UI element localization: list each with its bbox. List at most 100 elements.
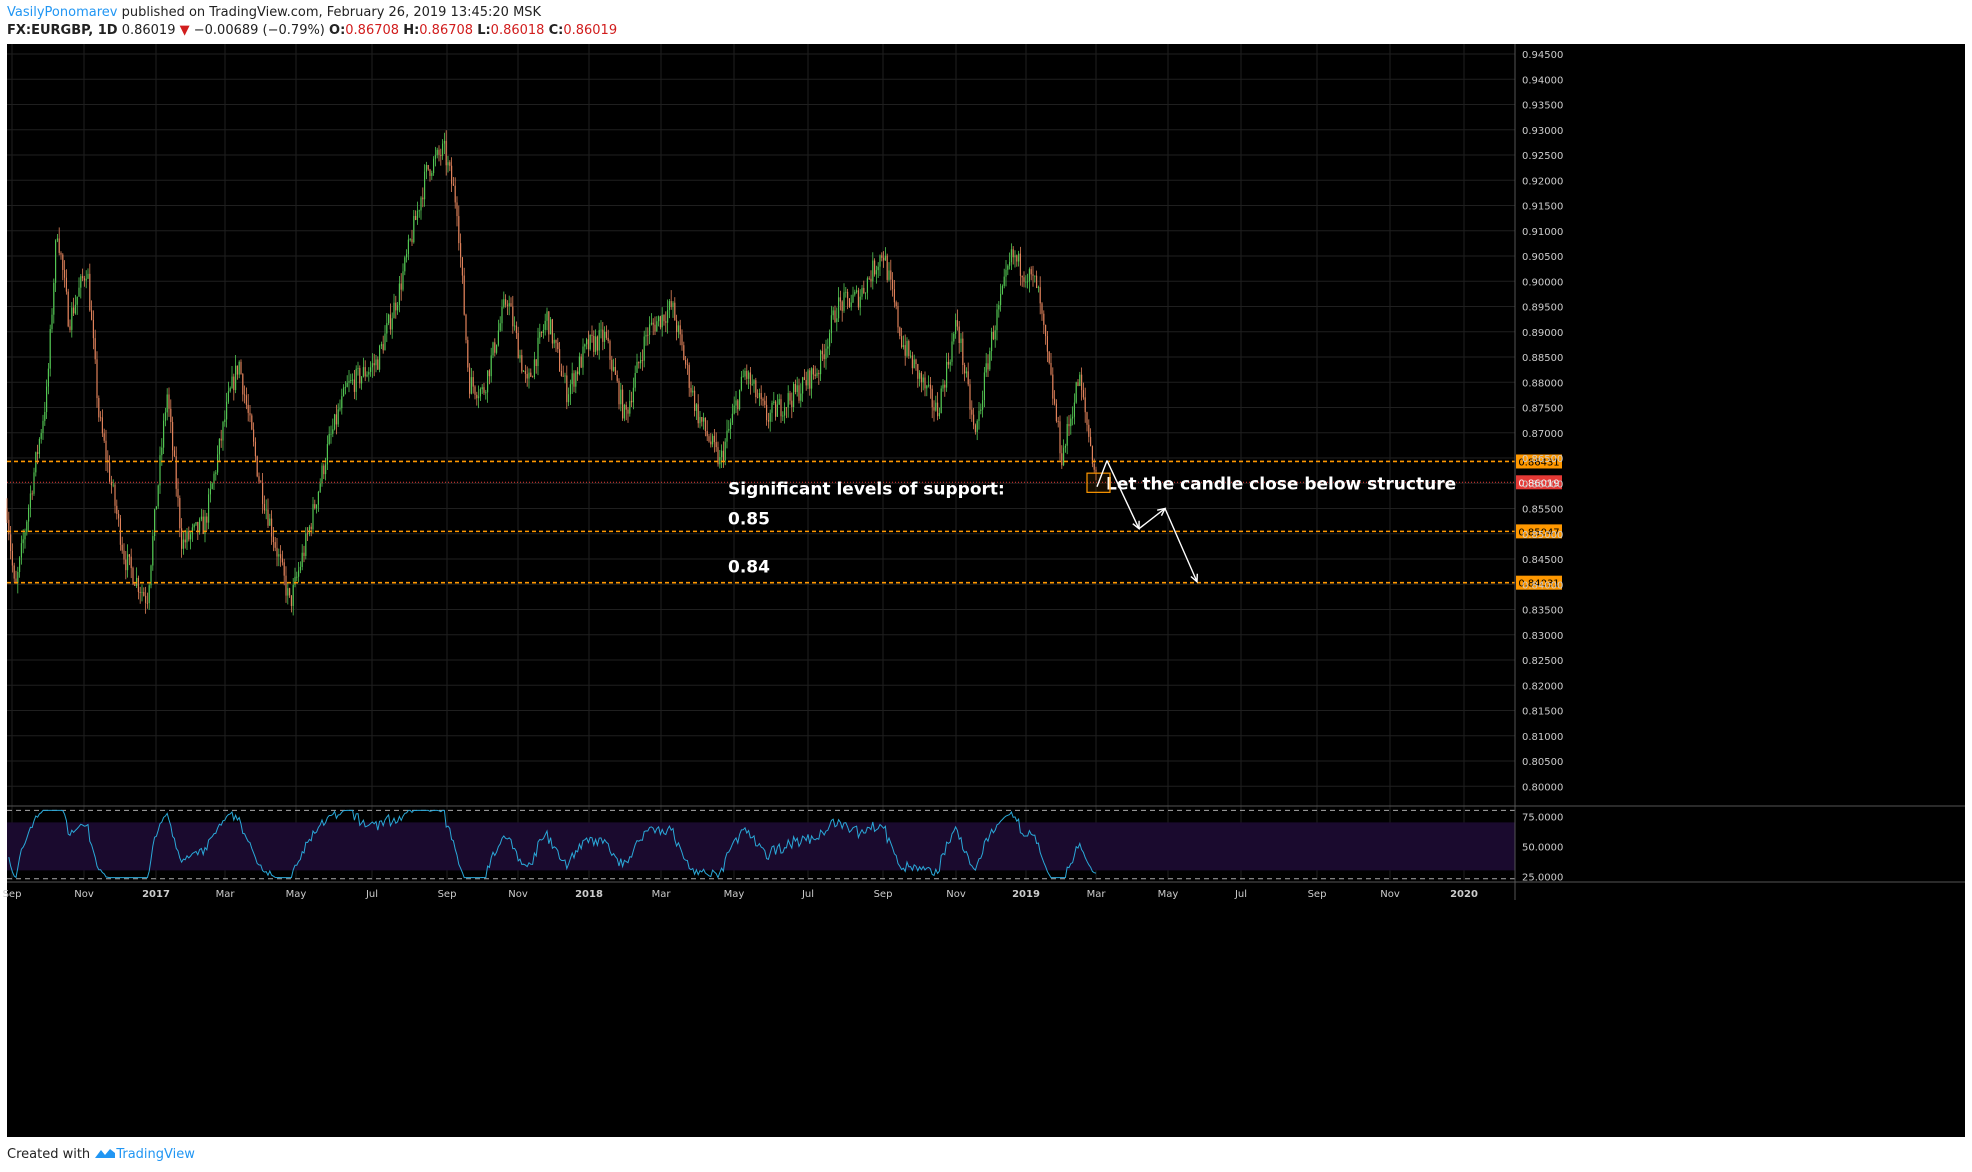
candle-body (299, 566, 301, 571)
candle-body (814, 374, 816, 377)
candle-body (733, 405, 735, 414)
candle-body (946, 361, 948, 388)
candle-body (982, 400, 984, 410)
candle-body (166, 394, 168, 413)
candle-body (445, 140, 447, 166)
close-label: C: (548, 23, 564, 38)
candle-body (584, 344, 586, 347)
candle-body (17, 571, 19, 584)
candle-body (226, 401, 228, 420)
candle-body (591, 334, 593, 336)
candle-body (35, 452, 37, 473)
candle-body (949, 361, 951, 365)
candle-body (938, 412, 940, 417)
candle-body (1082, 390, 1084, 398)
candle-body (667, 309, 669, 323)
candle-body (274, 542, 276, 548)
y-tick-label: 0.84500 (1522, 555, 1563, 566)
candle-body (557, 342, 559, 350)
candle-body (820, 350, 822, 375)
candle-body (940, 388, 942, 413)
candle-body (217, 454, 219, 473)
candle-body (674, 302, 676, 321)
y-tick-label: 0.88000 (1522, 378, 1563, 389)
candle-body (884, 255, 886, 261)
candle-body (1073, 402, 1075, 417)
candle-body (380, 344, 382, 346)
candle-body (1019, 253, 1021, 276)
candle-body (492, 342, 494, 356)
candle-body (319, 483, 321, 492)
candle-body (548, 311, 550, 335)
candle-body (523, 371, 525, 372)
candle-body (312, 504, 314, 530)
candle-body (980, 409, 982, 411)
candle-body (429, 169, 431, 176)
candle-body (1030, 269, 1032, 275)
candle-body (881, 255, 883, 258)
candle-body (672, 302, 674, 308)
candle-body (875, 270, 877, 275)
price-chart[interactable]: 0.86431 0.86019 0.85047 0.84031 Significant… (0, 0, 1972, 1140)
candle-body (685, 359, 687, 365)
tradingview-brand-link[interactable]: TradingView (116, 1147, 195, 1162)
candle-body (314, 504, 316, 509)
candle-body (422, 197, 424, 200)
candle-body (375, 359, 377, 366)
candle-body (339, 408, 341, 410)
candle-body (146, 602, 148, 604)
candle-body (443, 140, 445, 144)
candle-body (404, 257, 406, 272)
candle-body (29, 493, 31, 508)
candle-body (487, 370, 489, 393)
candle-body (1028, 269, 1030, 282)
candle-body (287, 588, 289, 596)
candle-body (370, 367, 372, 372)
candle-body (132, 568, 134, 585)
candle-body (271, 518, 273, 537)
candle-body (755, 380, 757, 398)
candle-body (762, 398, 764, 401)
candle-body (593, 335, 595, 352)
candle-body (679, 325, 681, 335)
candle-body (524, 371, 526, 374)
rsi-tick-label: 25.0000 (1522, 872, 1563, 883)
candle-body (722, 450, 724, 461)
candle-body (818, 372, 820, 375)
candle-body (663, 314, 665, 322)
candle-body (512, 306, 514, 327)
candle-body (897, 306, 899, 328)
author-link[interactable]: VasilyPonomarev (7, 5, 118, 20)
candle-body (712, 435, 714, 445)
candle-body (371, 363, 373, 368)
candle-body (413, 216, 415, 243)
rsi-line (8, 809, 1097, 879)
candle-body (103, 433, 105, 441)
level-price-tag (1516, 524, 1562, 539)
candle-body (1054, 398, 1056, 404)
candle-body (965, 371, 967, 374)
candle-body (874, 260, 876, 275)
candle-body (825, 348, 827, 360)
y-tick-label: 0.85500 (1522, 505, 1563, 516)
candle-body (200, 516, 202, 520)
candle-body (802, 377, 804, 394)
close-value: 0.86019 (563, 23, 618, 38)
candle-body (386, 323, 388, 334)
candle-body (496, 344, 498, 353)
candle-body (452, 183, 454, 186)
candle-body (551, 319, 553, 344)
candle-body (827, 346, 829, 349)
candle-body (418, 210, 420, 212)
candle-body (290, 595, 292, 606)
candle-body (854, 291, 856, 295)
candle-body (326, 444, 328, 465)
candle-body (325, 464, 327, 475)
candle-body (839, 297, 841, 302)
y-tick-label: 0.84000 (1522, 580, 1563, 591)
candle-body (434, 155, 436, 159)
candle-body (830, 315, 832, 334)
candle-body (78, 287, 80, 297)
candle-body (983, 372, 985, 401)
candle-body (238, 361, 240, 375)
